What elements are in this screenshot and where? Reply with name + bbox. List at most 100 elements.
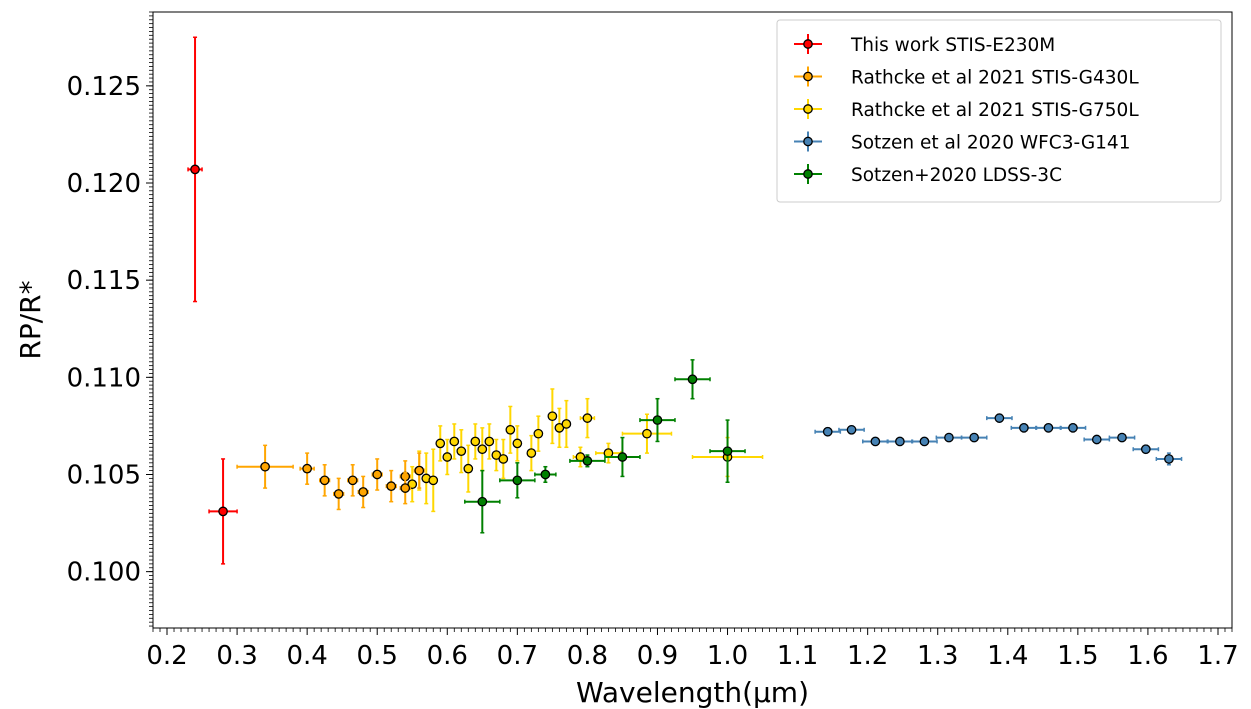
data-point (1019, 422, 1029, 433)
y-axis: 0.100 0.105 0.110 0.115 0.120 0.125 (67, 11, 153, 627)
legend: This work STIS-E230M Rathcke et al 2021 S… (776, 19, 1222, 203)
legend-item: Rathcke et al 2021 STIS-G430L (794, 66, 1139, 89)
y-tick-label: 0.105 (67, 460, 141, 490)
data-point (470, 436, 481, 447)
data-point (969, 432, 980, 443)
legend-item: Sotzen et al 2020 WFC3-G141 (794, 131, 1130, 154)
data-point (302, 463, 312, 474)
legend-marker (803, 39, 813, 49)
data-point (526, 448, 537, 458)
data-point (484, 436, 495, 447)
x-tick-label: 0.5 (357, 641, 398, 671)
data-point (400, 483, 411, 493)
legend-marker (803, 104, 813, 114)
data-point (722, 446, 733, 457)
data-point (347, 475, 358, 486)
data-point (533, 428, 544, 439)
x-tick-label: 1.3 (917, 641, 958, 671)
x-tick-label: 1.1 (777, 641, 818, 671)
legend-frame (776, 19, 1222, 203)
series-sotzen-2020-ldss-3c (464, 359, 746, 534)
legend-item: Sotzen+2020 LDSS-3C (794, 164, 1062, 186)
data-point (1164, 454, 1174, 464)
data-point (435, 438, 446, 449)
data-marks (187, 36, 1183, 565)
data-point (547, 411, 558, 422)
data-point (919, 436, 930, 447)
data-point (1140, 444, 1151, 455)
data-point (505, 424, 516, 435)
series-sotzen-et-al-2020-wfc3-g141 (814, 413, 1183, 466)
data-point (642, 428, 652, 439)
data-point (540, 469, 551, 480)
data-point (477, 496, 488, 507)
data-point (822, 426, 833, 437)
x-tick-label: 0.8 (567, 641, 608, 671)
legend-marker (803, 71, 813, 82)
data-point (652, 415, 663, 425)
data-point (687, 374, 698, 385)
data-point (463, 463, 474, 474)
x-tick-label: 1.7 (1197, 641, 1238, 671)
series-this-work-stis-e230m (187, 36, 238, 565)
data-point (449, 436, 460, 447)
x-tick-label: 1.6 (1127, 641, 1168, 671)
legend-label: Rathcke et al 2021 STIS-G430L (851, 68, 1139, 89)
data-point (260, 461, 270, 472)
data-point (477, 444, 488, 455)
data-point (319, 475, 330, 486)
data-point (1091, 434, 1102, 445)
x-tick-label: 0.2 (146, 641, 187, 671)
data-point (512, 438, 523, 449)
data-point (944, 432, 954, 443)
legend-marker (803, 169, 813, 179)
data-point (442, 452, 453, 462)
y-axis-label: RP/R* (14, 280, 47, 359)
data-point (498, 454, 509, 464)
x-axis-label: Wavelength(μm) (576, 676, 809, 709)
x-tick-label: 1.0 (707, 641, 748, 671)
data-point (218, 506, 228, 517)
x-tick-label: 0.4 (286, 641, 327, 671)
data-point (512, 475, 523, 486)
x-tick-label: 0.7 (497, 641, 538, 671)
data-point (386, 481, 397, 491)
data-point (190, 164, 200, 175)
data-point (846, 424, 857, 435)
legend-label: Sotzen+2020 LDSS-3C (851, 165, 1062, 186)
y-tick-label: 0.110 (67, 363, 141, 393)
data-point (372, 469, 383, 480)
data-point (358, 487, 369, 497)
data-point (333, 489, 344, 499)
legend-label: Rathcke et al 2021 STIS-G750L (851, 100, 1139, 121)
x-tick-label: 1.4 (987, 641, 1028, 671)
y-tick-label: 0.100 (67, 558, 141, 588)
x-axis: 0.2 0.3 0.4 0.5 0.6 0.7 0.8 0.9 1.0 1.1 1.2 1.3 1.4 1… (146, 628, 1239, 671)
x-tick-label: 0.3 (216, 641, 257, 671)
series-rathcke-et-al-2021-stis-g430l (236, 444, 425, 511)
data-point (428, 475, 439, 486)
data-point (582, 413, 593, 423)
legend-marker (803, 136, 813, 147)
data-point (1043, 422, 1054, 433)
data-point (617, 452, 628, 462)
data-point (870, 436, 881, 447)
x-tick-label: 1.2 (847, 641, 888, 671)
y-tick-label: 0.120 (67, 169, 141, 199)
legend-label: This work STIS-E230M (850, 35, 1055, 56)
y-tick-label: 0.125 (67, 72, 141, 102)
data-point (456, 446, 467, 457)
data-point (895, 436, 905, 447)
data-point (582, 456, 593, 466)
x-tick-label: 0.9 (637, 641, 678, 671)
legend-item: Rathcke et al 2021 STIS-G750L (794, 99, 1139, 121)
legend-label: Sotzen et al 2020 WFC3-G141 (851, 133, 1130, 154)
data-point (561, 419, 572, 429)
y-tick-label: 0.115 (67, 266, 141, 296)
x-tick-label: 0.6 (427, 641, 468, 671)
data-point (994, 413, 1005, 423)
data-point (414, 465, 425, 476)
data-point (1068, 422, 1078, 433)
legend-item: This work STIS-E230M (794, 34, 1055, 56)
